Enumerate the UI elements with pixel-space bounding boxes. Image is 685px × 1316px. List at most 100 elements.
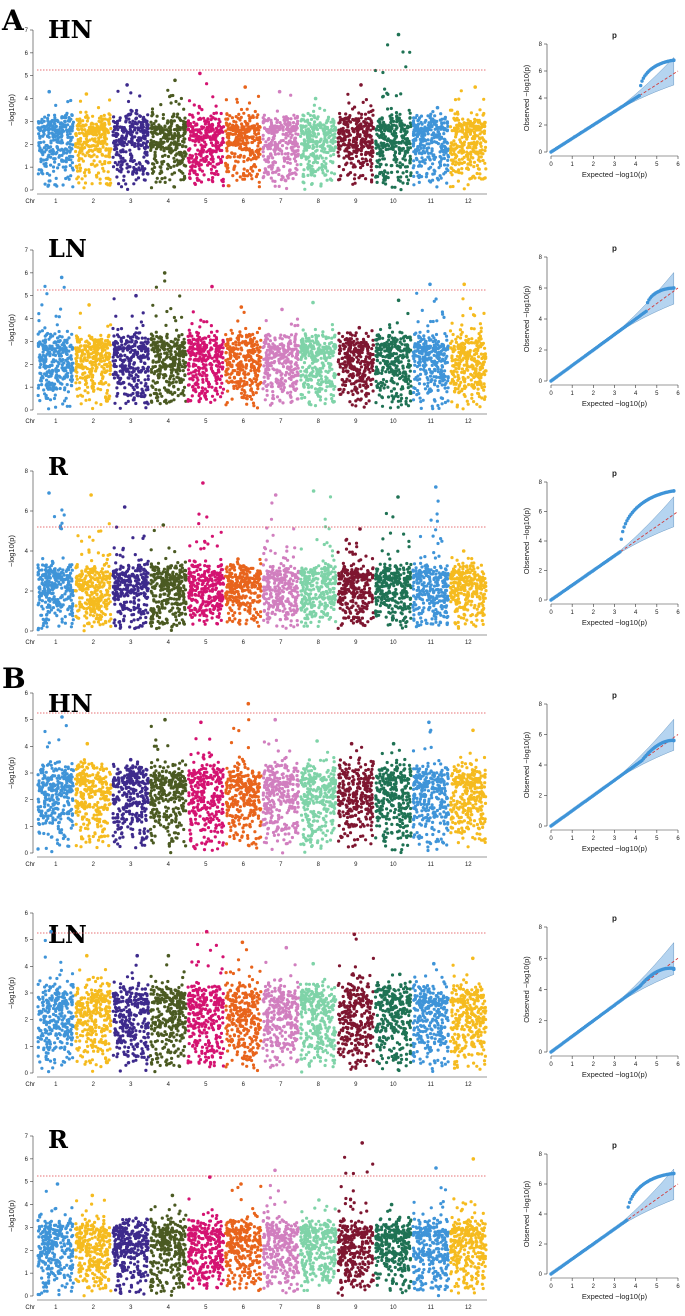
snp-point: [109, 127, 112, 130]
snp-point: [163, 176, 166, 179]
snp-point: [129, 132, 132, 135]
snp-point: [289, 168, 292, 171]
snp-point: [80, 157, 83, 160]
snp-point: [155, 147, 158, 150]
snp-point: [127, 100, 130, 103]
snp-point: [417, 133, 420, 136]
snp-point: [483, 121, 486, 124]
snp-point: [63, 286, 66, 289]
snp-point: [282, 165, 285, 168]
snp-point: [187, 363, 190, 366]
snp-point: [377, 120, 380, 123]
snp-point: [168, 377, 171, 380]
snp-point: [478, 108, 481, 111]
snp-point: [430, 152, 433, 155]
snp-point: [216, 360, 219, 363]
snp-point: [78, 387, 81, 390]
snp-point: [454, 156, 457, 159]
snp-point: [118, 161, 121, 164]
snp-point: [297, 153, 300, 156]
snp-point: [255, 136, 258, 139]
snp-point: [142, 343, 145, 346]
snp-point: [458, 138, 461, 141]
snp-point: [365, 130, 368, 133]
snp-point: [456, 117, 459, 120]
snp-point: [43, 392, 46, 395]
snp-point: [318, 140, 321, 143]
snp-point: [334, 145, 337, 148]
snp-point: [179, 119, 182, 122]
snp-point: [432, 131, 435, 134]
snp-point: [198, 372, 201, 375]
snp-point: [296, 163, 299, 166]
snp-point: [149, 149, 152, 152]
snp-point: [56, 138, 59, 141]
snp-point: [151, 113, 154, 116]
snp-point: [183, 346, 186, 349]
snp-point: [326, 141, 329, 144]
chr-tick-label: 9: [354, 199, 358, 205]
snp-point: [152, 347, 155, 350]
snp-point: [168, 149, 171, 152]
snp-point: [191, 345, 194, 348]
snp-point: [351, 183, 354, 186]
snp-point: [55, 387, 58, 390]
snp-point: [239, 132, 242, 135]
snp-point: [469, 133, 472, 136]
snp-point: [203, 336, 206, 339]
snp-point: [178, 103, 181, 106]
snp-point: [203, 145, 206, 148]
snp-point: [227, 184, 230, 187]
snp-point: [113, 148, 116, 151]
snp-point: [70, 358, 73, 361]
snp-point: [431, 179, 434, 182]
snp-point: [145, 120, 148, 123]
snp-point: [226, 156, 229, 159]
snp-point: [84, 389, 87, 392]
snp-point: [90, 371, 93, 374]
snp-point: [270, 121, 273, 124]
snp-point: [71, 161, 74, 164]
y-tick-label: 1: [25, 165, 29, 171]
snp-point: [102, 146, 105, 149]
snp-point: [37, 172, 40, 175]
snp-point: [133, 126, 136, 129]
snp-point: [121, 160, 124, 163]
snp-point: [321, 146, 324, 149]
snp-point: [401, 50, 404, 53]
snp-point: [205, 82, 208, 85]
snp-point: [300, 154, 303, 157]
snp-point: [220, 375, 223, 378]
snp-point: [292, 121, 295, 124]
snp-point: [172, 398, 175, 401]
snp-point: [306, 166, 309, 169]
snp-point: [101, 370, 104, 373]
snp-point: [169, 365, 172, 368]
snp-point: [339, 137, 342, 140]
snp-point: [170, 382, 173, 385]
snp-point: [159, 353, 162, 356]
snp-point: [96, 348, 99, 351]
snp-point: [220, 161, 223, 164]
snp-point: [150, 371, 153, 374]
snp-point: [329, 160, 332, 163]
snp-point: [68, 128, 71, 131]
snp-point: [407, 178, 410, 181]
snp-point: [203, 394, 206, 397]
snp-point: [194, 382, 197, 385]
snp-point: [395, 126, 398, 129]
snp-point: [140, 348, 143, 351]
snp-point: [80, 363, 83, 366]
snp-point: [221, 155, 224, 158]
snp-point: [226, 133, 229, 136]
snp-point: [170, 346, 173, 349]
snp-point: [424, 139, 427, 142]
snp-point: [111, 327, 114, 330]
snp-point: [184, 350, 187, 353]
snp-point: [473, 145, 476, 148]
snp-point: [52, 139, 55, 142]
snp-point: [222, 141, 225, 144]
snp-point: [240, 122, 243, 125]
snp-point: [86, 391, 89, 394]
snp-point: [241, 142, 244, 145]
